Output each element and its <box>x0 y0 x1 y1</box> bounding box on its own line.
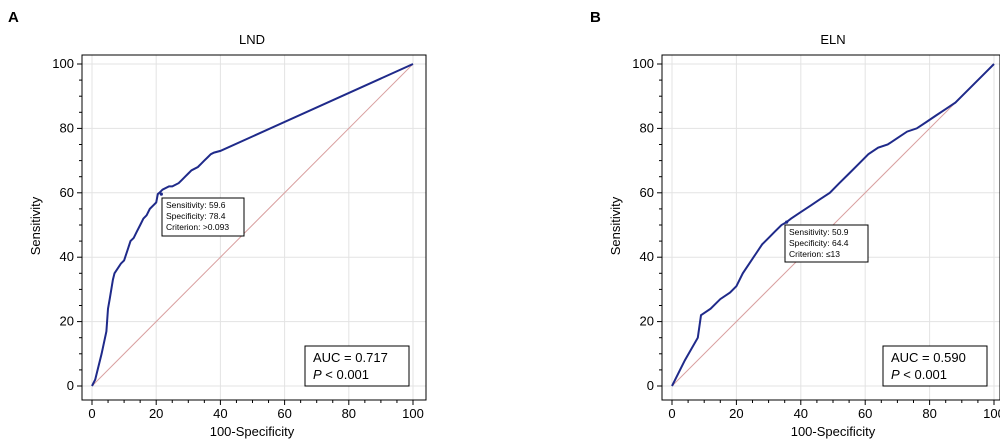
y-axis-label: Sensitivity <box>28 196 43 255</box>
criterion-point <box>159 192 163 196</box>
x-tick-label: 100 <box>402 406 424 421</box>
panel-label: A <box>8 9 19 26</box>
ticks: 0 20 40 60 80 100 0 20 40 60 80 100 <box>632 56 1000 421</box>
y-tick-label: 20 <box>640 314 654 329</box>
x-tick-label: 60 <box>277 406 291 421</box>
x-tick-label: 80 <box>922 406 936 421</box>
x-axis-label: 100-Specificity <box>791 424 876 439</box>
roc-panel-a: A LND 100-Specificity Sensitivity 0 20 40 6… <box>8 9 427 439</box>
auc-box-frame <box>882 345 988 387</box>
criterion-sensitivity: Sensitivity: 59.6 <box>166 200 226 210</box>
x-tick-label: 20 <box>149 406 163 421</box>
x-tick-label: 40 <box>794 406 808 421</box>
criterion-value: Criterion: >0.093 <box>166 222 229 232</box>
y-tick-label: 80 <box>640 120 654 135</box>
roc-curve <box>91 63 414 387</box>
auc-box-frame <box>304 345 410 387</box>
chart-title: LND <box>239 32 265 47</box>
x-tick-label: 60 <box>858 406 872 421</box>
x-axis-label: 100-Specificity <box>210 424 295 439</box>
plot-frame <box>81 54 427 401</box>
p-text: < 0.001 <box>900 367 947 382</box>
panel-label: B <box>590 9 601 26</box>
y-tick-label: 0 <box>67 378 74 393</box>
y-tick-label: 100 <box>52 56 74 71</box>
criterion-box-frame <box>161 197 245 237</box>
auc-box: AUC = 0.590 P < 0.001 <box>882 345 988 387</box>
criterion-sensitivity: Sensitivity: 50.9 <box>789 227 849 237</box>
criterion-box: Sensitivity: 59.6 Specificity: 78.4 Crit… <box>161 197 245 237</box>
x-tick-label: 40 <box>213 406 227 421</box>
x-tick-label: 80 <box>342 406 356 421</box>
x-tick-label: 0 <box>88 406 95 421</box>
p-value: P < 0.001 <box>313 367 369 382</box>
auc-box: AUC = 0.717 P < 0.001 <box>304 345 410 387</box>
criterion-box-frame <box>784 224 869 263</box>
grid <box>82 55 426 400</box>
x-tick-label: 20 <box>729 406 743 421</box>
p-symbol: P <box>313 367 322 382</box>
criterion-specificity: Specificity: 64.4 <box>789 238 849 248</box>
auc-value: AUC = 0.717 <box>313 350 388 365</box>
y-tick-label: 80 <box>60 120 74 135</box>
criterion-value: Criterion: ≤13 <box>789 249 840 259</box>
y-axis-label: Sensitivity <box>608 196 623 255</box>
y-tick-label: 0 <box>647 378 654 393</box>
x-tick-label: 100 <box>983 406 1000 421</box>
roc-panel-b: B ELN 100-Specificity Sensitivity 0 20 40 6… <box>590 9 1000 439</box>
y-tick-label: 40 <box>60 249 74 264</box>
y-tick-label: 100 <box>632 56 654 71</box>
criterion-point <box>785 220 789 224</box>
x-tick-label: 0 <box>668 406 675 421</box>
roc-curve <box>671 63 995 387</box>
p-value: P < 0.001 <box>891 367 947 382</box>
reference-diagonal <box>91 63 414 387</box>
auc-value: AUC = 0.590 <box>891 350 966 365</box>
criterion-box: Sensitivity: 50.9 Specificity: 64.4 Crit… <box>784 224 869 263</box>
p-text: < 0.001 <box>322 367 369 382</box>
y-tick-label: 40 <box>640 249 654 264</box>
chart-title: ELN <box>820 32 845 47</box>
p-symbol: P <box>891 367 900 382</box>
y-tick-label: 60 <box>640 185 654 200</box>
criterion-specificity: Specificity: 78.4 <box>166 211 226 221</box>
y-tick-label: 20 <box>60 314 74 329</box>
y-tick-label: 60 <box>60 185 74 200</box>
plot-frame <box>661 54 1000 401</box>
ticks: 0 20 40 60 80 100 0 20 40 60 80 100 <box>52 56 424 421</box>
